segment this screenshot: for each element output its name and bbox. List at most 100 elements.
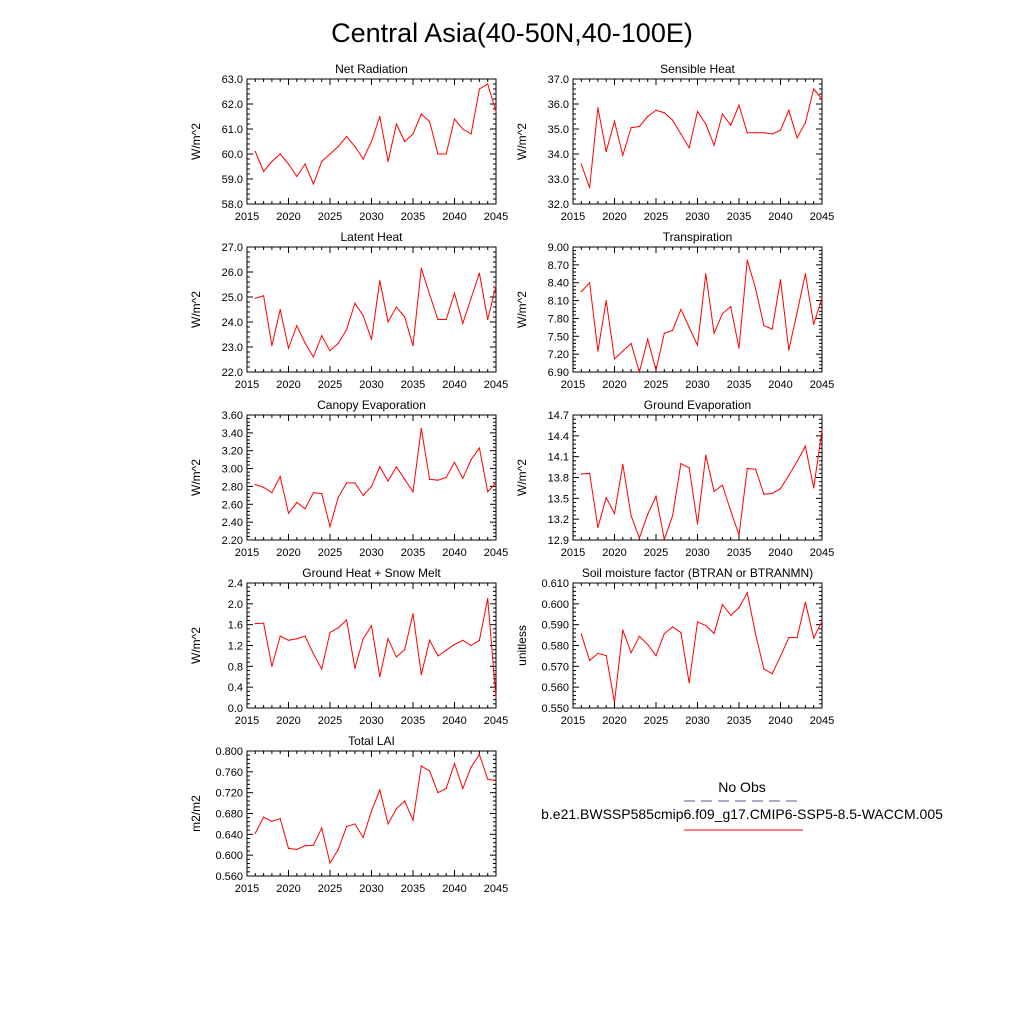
- data-point: [387, 638, 389, 640]
- panel-title: Net Radiation: [335, 62, 408, 76]
- plot-frame: [246, 414, 497, 541]
- data-point: [304, 635, 306, 637]
- x-tick-label: 2015: [235, 883, 259, 895]
- panel-title: Canopy Evaporation: [317, 398, 426, 412]
- y-tick-label: 2.4: [228, 578, 243, 590]
- data-point: [746, 259, 748, 261]
- data-point: [271, 492, 273, 494]
- data-point: [470, 133, 472, 135]
- y-axis-label: W/m^2: [515, 291, 529, 328]
- data-point: [721, 113, 724, 115]
- y-tick-label: 32.0: [548, 199, 569, 211]
- data-point: [605, 150, 607, 153]
- y-tick-label: 14.4: [548, 431, 569, 443]
- data-point: [478, 447, 480, 449]
- data-point: [738, 607, 740, 609]
- y-tick-label: 14.7: [548, 410, 569, 422]
- data-point: [395, 656, 397, 658]
- data-point: [779, 279, 782, 281]
- y-tick-label: 0.600: [215, 850, 243, 862]
- y-tick-label: 3.60: [222, 410, 243, 422]
- data-point: [813, 88, 815, 90]
- data-point: [622, 629, 624, 631]
- x-tick-label: 2015: [235, 211, 259, 223]
- data-point: [312, 183, 314, 185]
- data-point: [263, 622, 265, 624]
- data-point: [254, 832, 256, 834]
- data-point: [730, 124, 732, 126]
- data-point: [354, 145, 356, 148]
- data-point: [279, 476, 281, 478]
- y-tick-label: 60.0: [222, 149, 243, 161]
- data-point: [263, 295, 265, 297]
- data-point: [453, 118, 456, 120]
- y-tick-label: 61.0: [222, 124, 243, 136]
- data-point: [329, 350, 331, 352]
- data-point: [487, 83, 489, 85]
- x-tick-label: 2025: [318, 211, 342, 223]
- data-point: [462, 322, 464, 324]
- data-point: [771, 133, 773, 135]
- data-point: [796, 636, 798, 639]
- data-point: [495, 696, 497, 699]
- data-point: [279, 153, 281, 155]
- panel-ground-heat-snow-melt: Ground Heat + Snow Melt W/m^2 2015 2020 2025…: [189, 566, 508, 727]
- x-tick-label: 2025: [318, 715, 342, 727]
- y-tick-label: 27.0: [222, 242, 243, 254]
- data-point: [304, 163, 306, 165]
- data-point: [329, 862, 331, 864]
- x-tick-label: 2035: [401, 379, 425, 391]
- data-point: [437, 655, 439, 657]
- data-point: [730, 305, 732, 308]
- data-point: [478, 88, 480, 90]
- data-point: [746, 592, 748, 594]
- data-point: [354, 667, 356, 670]
- x-tick-label: 2020: [276, 715, 300, 727]
- data-point: [462, 128, 464, 130]
- data-point: [254, 623, 256, 625]
- data-point: [420, 113, 422, 115]
- x-tick-label: 2045: [484, 715, 508, 727]
- y-tick-label: 0.590: [541, 620, 569, 632]
- y-tick-label: 9.00: [548, 242, 569, 254]
- data-point: [312, 356, 314, 358]
- data-point: [453, 643, 456, 646]
- y-tick-label: 0.4: [228, 682, 243, 694]
- data-point: [597, 107, 599, 109]
- series-line-model: [254, 753, 497, 865]
- x-tick-label: 2035: [727, 211, 751, 223]
- panel-title: Ground Heat + Snow Melt: [302, 566, 441, 580]
- data-point: [605, 497, 607, 499]
- data-point: [395, 466, 397, 468]
- data-point: [412, 819, 414, 821]
- y-tick-label: 1.6: [228, 620, 243, 632]
- data-point: [437, 153, 439, 155]
- data-point: [672, 515, 674, 517]
- data-point: [387, 160, 389, 163]
- data-point: [304, 342, 306, 344]
- series-line-model: [255, 268, 497, 359]
- y-tick-label: 0.570: [541, 661, 569, 673]
- x-tick-label: 2040: [768, 715, 792, 727]
- data-point: [788, 474, 790, 477]
- data-point: [605, 299, 607, 302]
- data-point: [395, 306, 397, 308]
- data-point: [688, 467, 690, 469]
- data-point: [304, 845, 306, 847]
- data-point: [470, 297, 472, 299]
- series-line-model: [580, 87, 823, 188]
- data-point: [429, 639, 431, 641]
- panel-canopy-evaporation: Canopy Evaporation W/m^2 2015 2020 2025 2030 2…: [189, 398, 508, 559]
- data-point: [763, 493, 765, 495]
- data-point: [470, 644, 472, 647]
- x-tick-label: 2030: [359, 379, 383, 391]
- y-tick-label: 1.2: [228, 641, 243, 653]
- data-point: [597, 652, 599, 655]
- y-axis-label: unitless: [515, 625, 529, 666]
- data-point: [804, 273, 807, 275]
- y-tick-label: 8.10: [548, 296, 569, 308]
- data-point: [271, 345, 273, 347]
- data-point: [713, 490, 715, 492]
- data-point: [429, 120, 431, 123]
- data-point: [263, 486, 265, 488]
